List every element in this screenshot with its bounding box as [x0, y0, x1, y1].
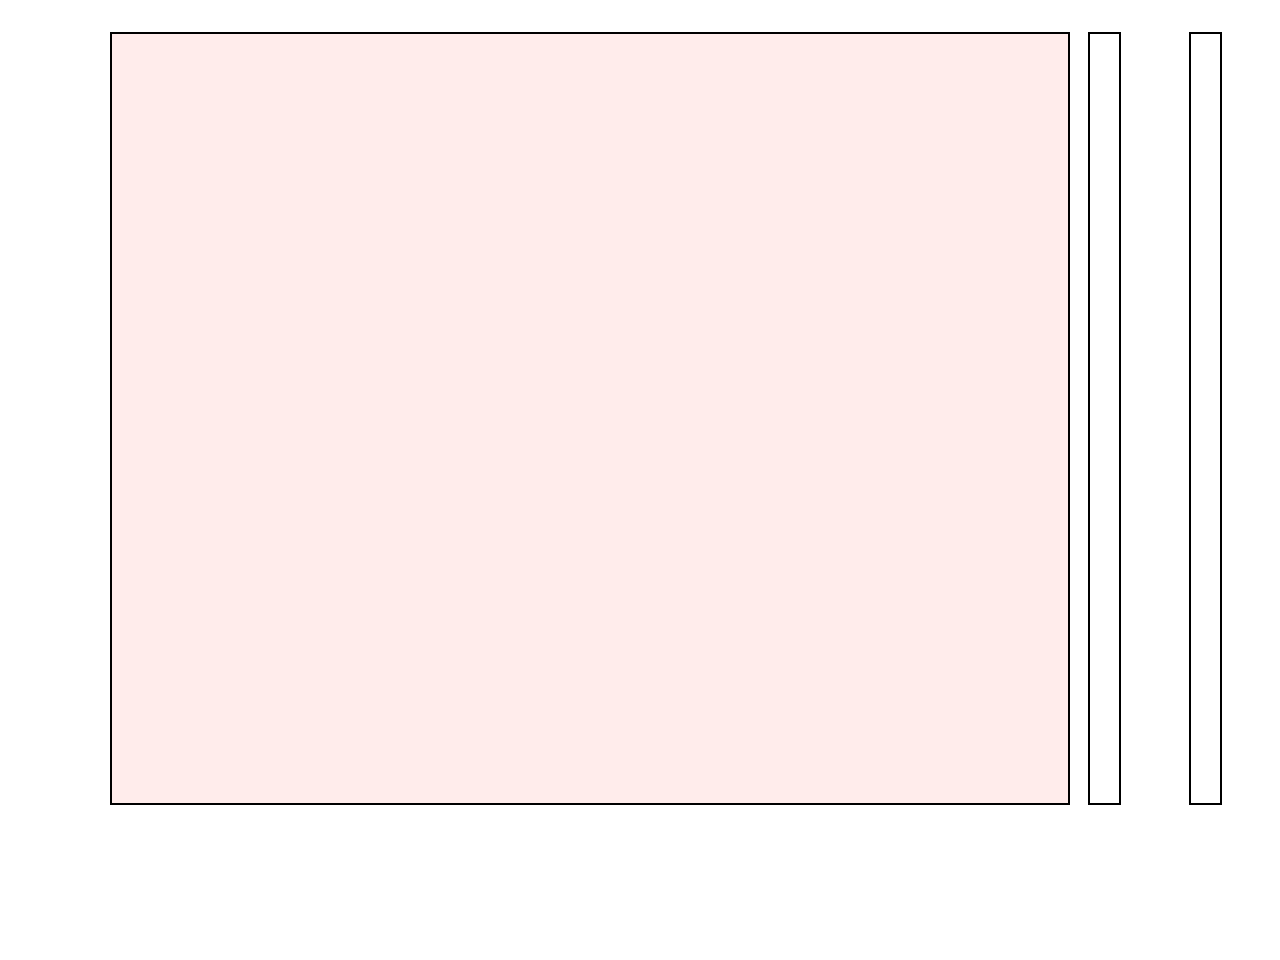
wind-speed-colorbar — [1189, 32, 1222, 805]
map-plot-area[interactable] — [110, 32, 1070, 805]
wind-vector-field — [112, 34, 1068, 803]
temperature-colorbar — [1088, 32, 1121, 805]
